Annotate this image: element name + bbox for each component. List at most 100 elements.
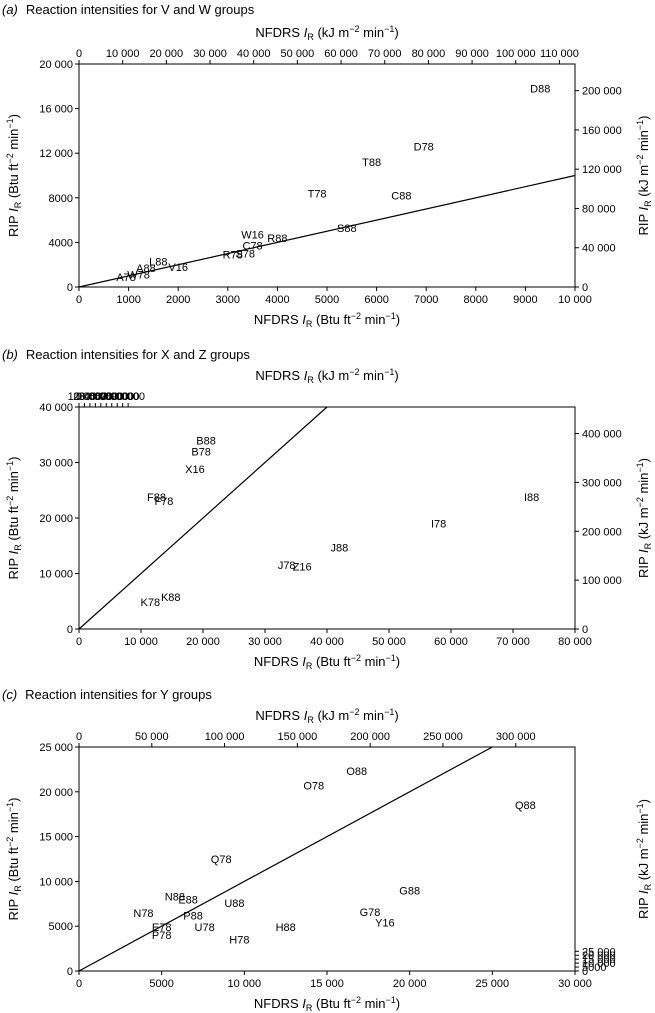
point-D88: D88 xyxy=(530,84,550,96)
point-A78: A78 xyxy=(116,272,136,284)
point-G88: G88 xyxy=(399,885,420,897)
top-tick-label: 300 000 xyxy=(496,731,536,743)
x-tick-label: 50 000 xyxy=(372,636,406,648)
point-N78: N78 xyxy=(133,908,153,920)
x-tick-label: 3000 xyxy=(216,294,240,306)
x-tick-label: 10 000 xyxy=(124,636,158,648)
point-S88: S88 xyxy=(337,223,357,235)
top-tick-label: 70 000 xyxy=(100,391,134,403)
plot-frame xyxy=(78,406,576,630)
y-tick-label: 8000 xyxy=(49,193,73,205)
x-bottom-axis-title: NFDRS IR (Btu ft−2 min−1) xyxy=(254,995,400,1013)
top-tick-label: 200 000 xyxy=(350,731,390,743)
x-tick-label: 60 000 xyxy=(434,636,468,648)
right-tick-label: 40 000 xyxy=(582,243,616,255)
x-tick-label: 20 000 xyxy=(393,978,427,990)
top-tick-label: 30 000 xyxy=(79,391,113,403)
x-tick-label: 7000 xyxy=(414,294,438,306)
point-R78: R78 xyxy=(223,250,243,262)
top-tick-label: 20 000 xyxy=(150,48,184,60)
x-tick-label: 4000 xyxy=(265,294,289,306)
top-tick-label: 60 000 xyxy=(324,48,358,60)
right-tick-label: 200 000 xyxy=(582,86,622,98)
right-tick-label: 100 000 xyxy=(582,575,622,587)
y-left-axis-title: RIP IR (Btu ft−2 min−1) xyxy=(5,798,23,921)
point-T88: T88 xyxy=(362,157,381,169)
point-B88: B88 xyxy=(196,435,216,447)
y-tick-label: 15 000 xyxy=(39,832,73,844)
y-tick-label: 10 000 xyxy=(39,569,73,581)
top-tick-label: 0 xyxy=(76,731,82,743)
top-tick-label: 70 000 xyxy=(368,48,402,60)
top-tick-label: 100 000 xyxy=(205,731,245,743)
x-tick-label: 9000 xyxy=(513,294,537,306)
point-R88: R88 xyxy=(267,233,287,245)
x-tick-label: 20 000 xyxy=(186,636,220,648)
point-U78: U78 xyxy=(195,922,215,934)
x-tick-label: 6000 xyxy=(364,294,388,306)
x-bottom-axis-title: NFDRS IR (Btu ft−2 min−1) xyxy=(254,653,400,671)
y-tick-label: 25 000 xyxy=(39,742,73,754)
x-tick-label: 5000 xyxy=(149,978,173,990)
point-Q78: Q78 xyxy=(211,854,232,866)
x-tick-label: 30 000 xyxy=(248,636,282,648)
right-tick-label: 120 000 xyxy=(582,164,622,176)
right-tick-label: 20 000 xyxy=(582,950,616,962)
point-Z16: Z16 xyxy=(293,561,312,573)
top-tick-label: 80 000 xyxy=(106,391,140,403)
point-I78: I78 xyxy=(431,519,446,531)
panel-a: (a) Reaction intensities for V and W grou… xyxy=(2,2,653,329)
point-T78: T78 xyxy=(308,188,327,200)
top-tick-label: 50 000 xyxy=(89,391,123,403)
top-tick-label: 250 000 xyxy=(423,731,463,743)
one-to-one-line xyxy=(78,406,328,630)
top-tick-label: 40 000 xyxy=(84,391,118,403)
point-E78: E78 xyxy=(152,922,172,934)
point-G78: G78 xyxy=(360,907,381,919)
top-tick-label: 50 000 xyxy=(135,731,169,743)
point-I88: I88 xyxy=(524,492,539,504)
one-to-one-line xyxy=(78,174,576,288)
point-Y16: Y16 xyxy=(375,918,395,930)
point-F78: F78 xyxy=(154,496,173,508)
y-right-axis-title: RIP IR (kJ m−2 min−1) xyxy=(635,799,653,919)
x-tick-label: 40 000 xyxy=(310,636,344,648)
point-N88: N88 xyxy=(165,892,185,904)
right-tick-label: 0 xyxy=(582,966,588,978)
panel-title: (b) Reaction intensities for X and Z grou… xyxy=(2,347,250,362)
y-tick-label: 0 xyxy=(67,966,73,978)
right-tick-label: 0 xyxy=(582,624,588,636)
y-left-axis-title: RIP IR (Btu ft−2 min−1) xyxy=(5,114,23,237)
point-J88: J88 xyxy=(331,542,349,554)
y-tick-label: 5000 xyxy=(49,921,73,933)
x-top-axis-title: NFDRS IR (kJ m−2 min−1) xyxy=(255,24,398,42)
point-W78: W78 xyxy=(127,270,150,282)
point-A88: A88 xyxy=(136,263,156,275)
top-tick-label: 0 xyxy=(76,48,82,60)
right-tick-label: 300 000 xyxy=(582,477,622,489)
point-X16: X16 xyxy=(185,464,205,476)
y-tick-label: 20 000 xyxy=(39,59,73,71)
x-tick-label: 0 xyxy=(76,636,82,648)
y-tick-label: 10 000 xyxy=(39,876,73,888)
panel-b: (b) Reaction intensities for X and Z grou… xyxy=(2,347,653,671)
y-tick-label: 30 000 xyxy=(39,458,73,470)
point-J78: J78 xyxy=(278,560,296,572)
top-tick-label: 40 000 xyxy=(237,48,271,60)
right-tick-label: 80 000 xyxy=(582,203,616,215)
point-V16: V16 xyxy=(168,262,188,274)
one-to-one-line xyxy=(78,746,493,972)
point-K88: K88 xyxy=(161,592,181,604)
x-tick-label: 10 000 xyxy=(558,294,592,306)
x-tick-label: 8000 xyxy=(464,294,488,306)
point-E88: E88 xyxy=(178,894,198,906)
point-P78: P78 xyxy=(152,930,172,942)
y-right-axis-title: RIP IR (kJ m−2 min−1) xyxy=(635,458,653,578)
panel-c: (c) Reaction intensities for Y groups 0 500… xyxy=(2,687,653,1013)
x-tick-label: 80 000 xyxy=(558,636,592,648)
point-H78: H78 xyxy=(229,935,249,947)
top-tick-label: 60 000 xyxy=(95,391,129,403)
y-tick-label: 4000 xyxy=(49,237,73,249)
panel-title: (c) Reaction intensities for Y groups xyxy=(2,687,212,702)
